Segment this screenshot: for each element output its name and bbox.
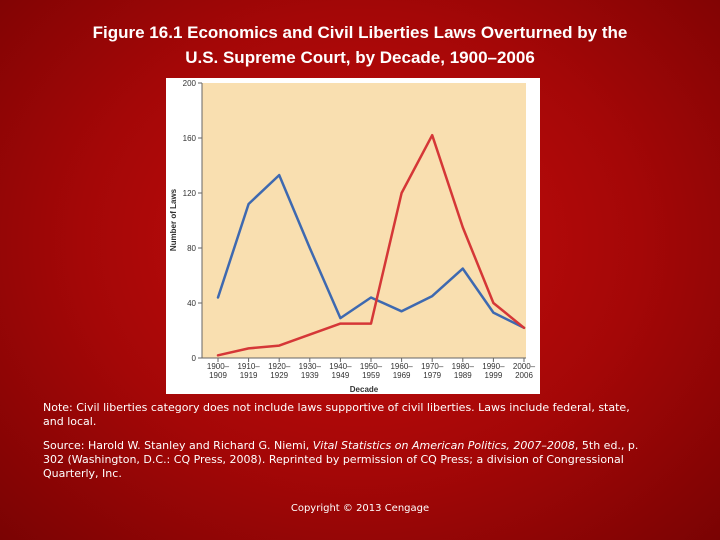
x-tick-label: 1900–	[207, 362, 230, 371]
title-line-2: U.S. Supreme Court, by Decade, 1900–2006	[185, 48, 535, 67]
x-tick-label: 2006	[515, 371, 533, 380]
source-book-title: Vital Statistics on American Politics, 2…	[312, 439, 575, 452]
x-tick-label: 1939	[301, 371, 319, 380]
y-tick-label: 160	[183, 134, 197, 143]
x-tick-label: 1979	[423, 371, 441, 380]
y-tick-label: 0	[192, 354, 197, 363]
x-tick-label: 2000–	[513, 362, 536, 371]
y-tick-label: 200	[183, 79, 197, 88]
x-tick-label: 1980–	[452, 362, 475, 371]
x-tick-group: 1900–1909 1910–1919 1920–1929 1930–1939 1940…	[207, 358, 536, 380]
copyright: Copyright © 2013 Cengage	[290, 503, 430, 514]
x-tick-label: 1929	[270, 371, 288, 380]
x-tick-label: 1999	[485, 371, 503, 380]
plot-area	[202, 83, 526, 358]
title-line-1: Figure 16.1 Economics and Civil Libertie…	[92, 23, 628, 42]
x-tick-label: 1940–	[329, 362, 352, 371]
y-tick-label: 120	[183, 189, 197, 198]
source-prefix: Source: Harold W. Stanley and Richard G.…	[43, 439, 313, 452]
slide-title: Figure 16.1 Economics and Civil Libertie…	[10, 20, 710, 70]
y-tick-label: 40	[187, 299, 196, 308]
x-tick-label: 1949	[332, 371, 350, 380]
x-tick-label: 1969	[393, 371, 411, 380]
x-tick-label: 1920–	[268, 362, 291, 371]
x-tick-label: 1909	[209, 371, 227, 380]
x-tick-label: 1960–	[390, 362, 413, 371]
x-tick-label: 1959	[362, 371, 380, 380]
civil_liberties-line	[216, 133, 526, 357]
source-suffix: , 5th ed., p. 302 (Washington, D.C.: CQ …	[43, 439, 639, 480]
y-axis-label: Number of Laws	[169, 188, 178, 251]
source-citation: Source: Harold W. Stanley and Richard G.…	[43, 439, 643, 481]
series-group	[216, 133, 526, 357]
x-tick-label: 1970–	[421, 362, 444, 371]
x-tick-label: 1989	[454, 371, 472, 380]
x-tick-label: 1919	[240, 371, 258, 380]
notes-block: Note: Civil liberties category does not …	[43, 401, 643, 491]
x-tick-label: 1990–	[482, 362, 505, 371]
x-axis-label: Decade	[350, 385, 379, 394]
x-tick-label: 1930–	[299, 362, 322, 371]
y-tick-group: 0 40 80 120 160 200	[183, 79, 202, 363]
x-tick-label: 1950–	[360, 362, 383, 371]
y-tick-label: 80	[187, 244, 196, 253]
economics-line	[216, 173, 526, 330]
line-chart: 0 40 80 120 160 200 1900– 1909 1910– 1919 1920– 19…	[166, 78, 540, 394]
chart-note: Note: Civil liberties category does not …	[43, 401, 630, 428]
x-tick-label: 1910–	[237, 362, 260, 371]
